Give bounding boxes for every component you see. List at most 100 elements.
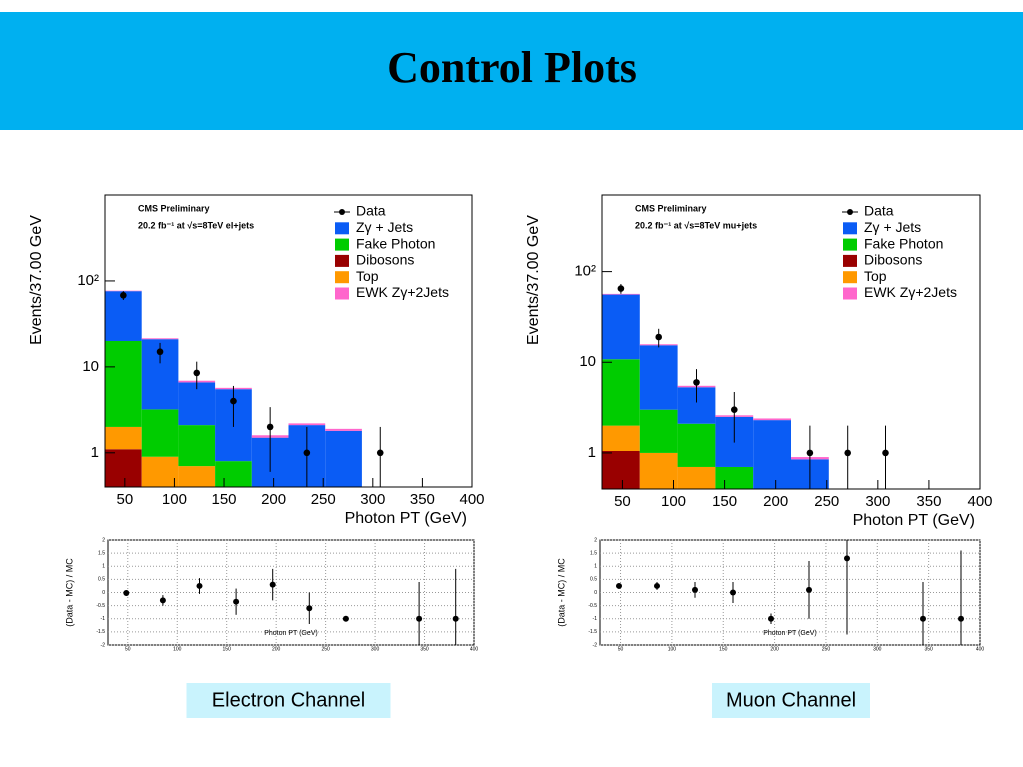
- histogram-segment: [753, 420, 791, 489]
- annotation: 20.2 fb⁻¹ at √s=8TeV el+jets: [138, 220, 254, 230]
- data-point: [730, 589, 736, 596]
- legend-marker: [847, 209, 853, 215]
- data-point: [230, 397, 237, 405]
- x-tick-label: 100: [661, 493, 686, 510]
- legend-label: Zγ + Jets: [864, 219, 921, 235]
- data-point: [958, 615, 964, 622]
- histogram-segment: [288, 423, 326, 426]
- histogram-segment: [178, 382, 216, 426]
- histogram-segment: [178, 466, 216, 487]
- data-point: [882, 449, 889, 457]
- legend-label: Fake Photon: [864, 235, 943, 251]
- histogram-segment: [105, 341, 142, 427]
- x-axis-label: Photon PT (GeV): [345, 510, 467, 527]
- x-tick-label: 250: [321, 646, 330, 652]
- y-axis-label: (Data - MC) / MC: [64, 558, 74, 627]
- legend-marker: [339, 209, 345, 215]
- data-point: [196, 582, 203, 589]
- histogram-segment: [639, 452, 678, 489]
- legend-label: Top: [356, 268, 379, 284]
- x-tick-label: 200: [763, 493, 788, 510]
- x-tick-label: 200: [770, 646, 779, 652]
- x-tick-label: 300: [865, 493, 890, 510]
- legend-swatch: [843, 287, 857, 300]
- plot-border: [104, 194, 473, 488]
- legend-swatch: [335, 271, 349, 284]
- histogram-segment: [602, 425, 640, 452]
- histogram-segment: [178, 425, 216, 467]
- caption: Electron Channel: [212, 689, 365, 711]
- data-point: [452, 615, 459, 622]
- caption-box: [186, 683, 391, 718]
- histogram-segment: [639, 409, 678, 453]
- histogram-segment: [325, 430, 362, 487]
- data-point: [120, 292, 127, 299]
- data-point: [156, 348, 164, 356]
- data-point: [920, 615, 926, 622]
- x-tick-label: 150: [712, 493, 737, 510]
- x-tick-label: 150: [212, 491, 237, 508]
- data-point: [303, 449, 311, 457]
- x-tick-label: 100: [668, 646, 677, 652]
- histogram-segment: [602, 359, 640, 426]
- data-point: [654, 582, 660, 589]
- data-point: [655, 333, 662, 341]
- x-tick-label: 300: [371, 646, 380, 652]
- y-axis-label: (Data - MC) / MC: [556, 558, 566, 627]
- data-point: [693, 379, 700, 386]
- y-axis-label: Events/37.00 GeV: [28, 215, 45, 345]
- x-axis-label: Photon PT (GeV): [853, 512, 975, 529]
- data-point: [376, 449, 384, 457]
- y-tick-label: 0.5: [590, 577, 597, 583]
- y-tick-label: -2: [593, 642, 598, 648]
- legend-label: Top: [864, 268, 887, 284]
- legend-label: EWK Zγ+2Jets: [356, 284, 449, 300]
- x-tick-label: 350: [924, 646, 933, 652]
- data-point: [306, 605, 313, 612]
- y-tick-label: 10: [579, 353, 596, 370]
- y-tick-label: -0.5: [588, 603, 597, 609]
- data-point: [768, 615, 774, 622]
- data-point: [342, 615, 349, 622]
- data-point: [616, 582, 622, 589]
- x-tick-label: 350: [916, 493, 941, 510]
- y-tick-label: 10²: [574, 263, 596, 280]
- legend-swatch: [843, 271, 857, 284]
- legend-swatch: [335, 222, 349, 235]
- data-point: [233, 598, 240, 605]
- x-axis-label: Photon PT (GeV): [763, 630, 817, 637]
- histogram-segment: [677, 423, 716, 467]
- data-point: [806, 449, 814, 457]
- data-point: [123, 590, 130, 597]
- y-tick-label: 1: [102, 564, 105, 570]
- y-tick-label: 2: [102, 537, 105, 543]
- x-tick-label: 150: [223, 646, 232, 652]
- histogram-segment: [141, 409, 179, 457]
- data-point: [844, 449, 851, 457]
- x-tick-label: 250: [822, 646, 831, 652]
- caption: Muon Channel: [726, 689, 856, 711]
- y-tick-label: -1: [101, 616, 106, 622]
- x-tick-label: 400: [967, 493, 992, 510]
- y-tick-label: 0: [102, 590, 105, 596]
- legend-swatch: [335, 238, 349, 251]
- histogram-segment: [602, 293, 640, 295]
- x-tick-label: 400: [470, 646, 479, 652]
- legend-label: Data: [864, 203, 894, 219]
- data-point: [692, 586, 698, 593]
- y-tick-label: 1: [594, 564, 597, 570]
- y-tick-label: 0: [594, 590, 597, 596]
- y-tick-label: -2: [101, 642, 106, 648]
- legend-label: Fake Photon: [356, 235, 435, 251]
- histogram-segment: [141, 456, 179, 487]
- y-tick-label: 2: [594, 537, 597, 543]
- y-tick-label: -1.5: [588, 629, 597, 635]
- data-point: [416, 615, 423, 622]
- legend-label: Data: [356, 203, 386, 219]
- histogram-segment: [602, 294, 640, 360]
- x-tick-label: 250: [814, 493, 839, 510]
- slide-title: Control Plots: [387, 43, 637, 92]
- y-axis-label: Events/37.00 GeV: [525, 215, 542, 345]
- histogram-segment: [215, 461, 252, 487]
